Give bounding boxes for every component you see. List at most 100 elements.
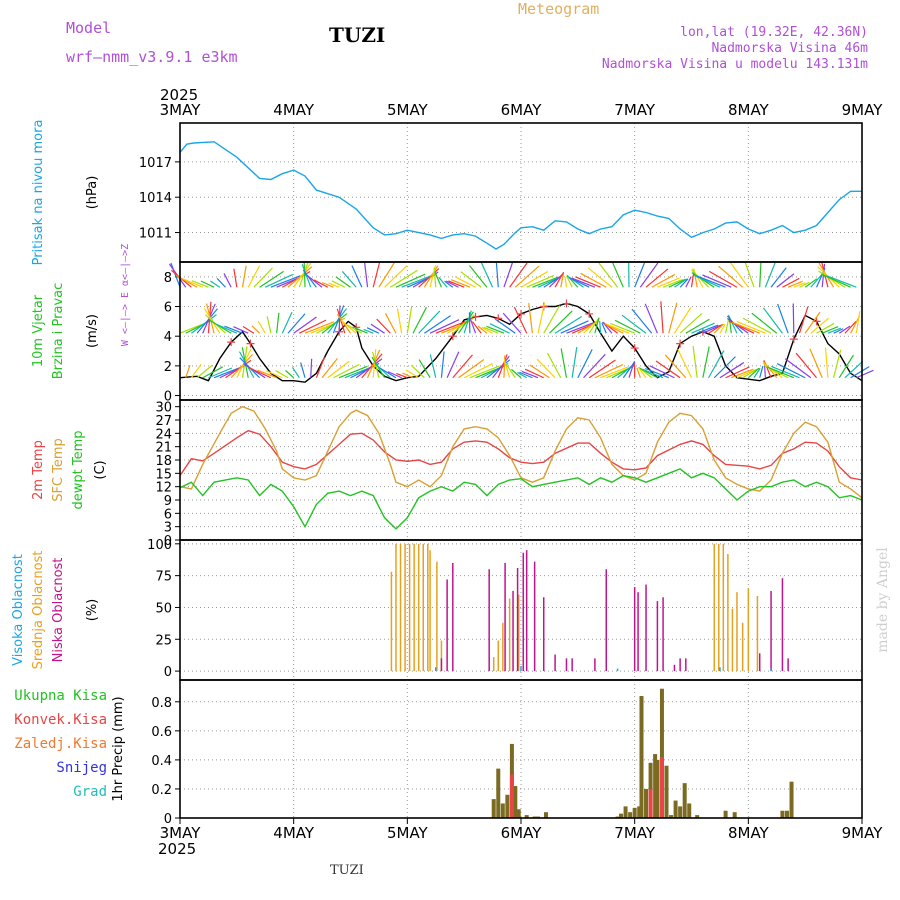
wind-vector [594, 363, 624, 379]
lonlat-label: lon,lat (19.32E, 42.36N) [680, 25, 868, 40]
wind-vector [503, 359, 511, 378]
wind-vector [770, 267, 787, 288]
wind-vector [742, 317, 772, 334]
pressure-ylabel-text: Pritisak na nivou mora [31, 120, 46, 266]
wind-vector [766, 366, 795, 379]
y-tick-label: 1014 [139, 191, 172, 206]
y-tick-label: 0.8 [151, 696, 172, 711]
temperature-ylabel: SFC Temp [51, 438, 66, 502]
wind-vector [511, 368, 522, 379]
precip-bar [723, 810, 728, 818]
wind-vector [600, 366, 629, 379]
wind-vector [489, 323, 510, 334]
wind-vector [402, 372, 414, 379]
wind-vector [762, 307, 783, 334]
wind-gust-marker [227, 338, 236, 347]
wind-vector [719, 362, 745, 379]
wind-vector [293, 316, 317, 334]
wind-vector [693, 274, 721, 288]
wind-vector [521, 370, 539, 379]
temperature-unit: (C) [93, 460, 108, 479]
wind-vector [631, 308, 653, 334]
pressure-series-0 [179, 141, 862, 250]
precip-bar [516, 809, 521, 818]
wind-vector [641, 368, 664, 379]
wind-vector [532, 276, 559, 288]
wind-vector [307, 275, 323, 288]
wind-vector [677, 348, 693, 379]
wind-vector [718, 265, 744, 288]
wind-vector [821, 273, 851, 288]
precip-bar [789, 781, 794, 818]
wind-vector [575, 276, 601, 288]
wind-vector [503, 355, 506, 378]
wind-vector [450, 279, 471, 288]
x-tick-label-top: 9MAY [842, 101, 884, 119]
wind-vector [730, 262, 749, 288]
wind-vector [405, 369, 420, 379]
wind-vector [503, 262, 513, 288]
wind-vector [287, 266, 313, 288]
wind-vector [674, 278, 688, 288]
wind-vector [275, 370, 289, 379]
precip-bar [682, 783, 687, 818]
y-tick-label: 0 [164, 665, 172, 680]
y-tick-label: 2 [164, 360, 172, 375]
wind-vector [281, 311, 293, 334]
wind-vector [321, 357, 338, 379]
wind-vector [446, 318, 474, 334]
wind-vector [257, 369, 277, 379]
precip-bar [669, 815, 674, 818]
x-tick-label-bottom: 5MAY [387, 824, 429, 842]
model-name: wrf–nmm_v3.9.1 e3km [66, 48, 238, 66]
wind-gust-marker [789, 335, 798, 344]
wind-vector [697, 275, 726, 288]
temperature-ylabel-text: 2m Temp [31, 440, 46, 500]
wind-vector [517, 371, 527, 379]
wind-vector [747, 367, 760, 379]
y-tick-label: 15 [155, 467, 172, 482]
wind-vector [554, 271, 565, 288]
clouds-ylabel-text: Visoka Oblacnost [11, 554, 26, 666]
wind-vector [692, 345, 698, 378]
wind-vector [458, 358, 485, 379]
wind-vector [361, 353, 383, 379]
wind-unit-text: (m/s) [85, 314, 100, 348]
wind-vector [601, 322, 607, 334]
x-tick-label-bottom: 4MAY [273, 824, 315, 842]
x-tick-label-top: 6MAY [501, 101, 543, 119]
wind-vector [492, 355, 510, 379]
wind-vector [690, 272, 695, 288]
wind-vector [363, 328, 374, 334]
wind-vector [850, 366, 870, 379]
wind-vector [233, 268, 238, 288]
wind-vector [637, 366, 647, 379]
precip-bar [637, 806, 642, 818]
precip-bar [695, 815, 700, 818]
wind-vector [702, 324, 721, 334]
wind-gust-marker [246, 339, 255, 348]
wind-vector [338, 305, 341, 334]
wind-vector [328, 282, 340, 288]
wind-vector [257, 320, 266, 334]
y-tick-label: 9 [164, 494, 172, 509]
wind-vector [429, 354, 437, 378]
x-tick-label-bottom: 6MAY [501, 824, 543, 842]
precip-bar [678, 806, 683, 818]
wind-vector [351, 265, 363, 288]
wind-vector [782, 277, 800, 288]
y-tick-label: 25 [155, 633, 172, 648]
wind-vector [771, 365, 800, 379]
wind-vector [374, 362, 391, 379]
x-tick-label-bottom: 8MAY [728, 824, 770, 842]
wind-vector [213, 367, 241, 379]
wind-vector [332, 305, 345, 334]
wind-vector [560, 273, 565, 288]
wind-vector [776, 273, 795, 288]
wind-vector [224, 325, 243, 334]
wind-vector [696, 324, 719, 334]
wind-vector [438, 276, 448, 288]
wind-vector [265, 370, 283, 379]
precip-panel: 0 0.2 0.4 0.6 0.8 1hr Precip (mm) Ukupna Kisa K… [14, 679, 863, 827]
wind-vector [668, 302, 678, 334]
